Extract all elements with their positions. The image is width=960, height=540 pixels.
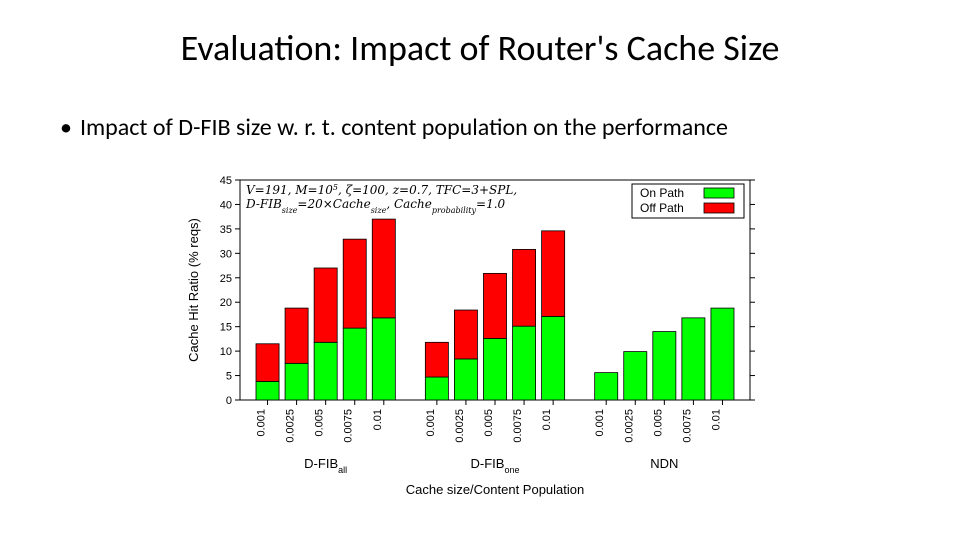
svg-text:5: 5 (226, 371, 232, 383)
svg-text:D-FIBall: D-FIBall (304, 456, 347, 475)
svg-text:10: 10 (220, 346, 232, 358)
svg-text:0: 0 (226, 395, 232, 407)
bullet-text: Impact of D-FIB size w. r. t. content po… (80, 112, 728, 143)
svg-text:0.0025: 0.0025 (285, 409, 297, 443)
svg-text:15: 15 (220, 322, 232, 334)
svg-text:D-FIBone: D-FIBone (471, 456, 520, 475)
svg-text:D-FIBsize=20×Cachesize, Cachep: D-FIBsize=20×Cachesize, Cacheprobability… (245, 197, 506, 215)
svg-text:0.001: 0.001 (425, 409, 437, 437)
cache-hit-chart: 0 5 10 15 20 25 30 35 40 45 Cache Hit Ratio (% req… (180, 170, 780, 510)
page-title: Evaluation: Impact of Router's Cache Siz… (0, 26, 960, 70)
svg-text:Cache Hit Ratio (% reqs): Cache Hit Ratio (% reqs) (186, 218, 201, 362)
svg-text:35: 35 (220, 224, 232, 236)
svg-text:0.005: 0.005 (483, 409, 495, 437)
svg-text:0.001: 0.001 (594, 409, 606, 437)
svg-text:45: 45 (220, 175, 232, 187)
svg-text:0.0025: 0.0025 (623, 409, 635, 443)
svg-text:40: 40 (220, 199, 232, 211)
svg-text:25: 25 (220, 273, 232, 285)
svg-text:0.01: 0.01 (710, 409, 722, 430)
chart-svg: 0 5 10 15 20 25 30 35 40 45 Cache Hit Ratio (% req… (180, 170, 780, 510)
svg-text:Cache size/Content Population: Cache size/Content Population (406, 482, 585, 497)
svg-text:On Path: On Path (640, 186, 684, 200)
svg-text:Off Path: Off Path (640, 201, 684, 215)
svg-text:0.0075: 0.0075 (343, 409, 355, 443)
svg-text:0.005: 0.005 (652, 409, 664, 437)
svg-text:0.005: 0.005 (314, 409, 326, 437)
bullet-item: • Impact of D-FIB size w. r. t. content … (60, 112, 728, 143)
svg-text:NDN: NDN (650, 456, 678, 471)
svg-text:20: 20 (220, 297, 232, 309)
svg-text:0.001: 0.001 (256, 409, 268, 437)
svg-text:0.0025: 0.0025 (454, 409, 466, 443)
svg-text:V=191, M=105, ζ=100, z=0.7, TF: V=191, M=105, ζ=100, z=0.7, TFC=3+SPL, (246, 183, 517, 198)
svg-text:0.0075: 0.0075 (512, 409, 524, 443)
bullet-dot-icon: • (60, 112, 72, 143)
svg-text:30: 30 (220, 248, 232, 260)
svg-text:0.01: 0.01 (372, 409, 384, 430)
svg-text:0.0075: 0.0075 (681, 409, 693, 443)
svg-text:0.01: 0.01 (541, 409, 553, 430)
